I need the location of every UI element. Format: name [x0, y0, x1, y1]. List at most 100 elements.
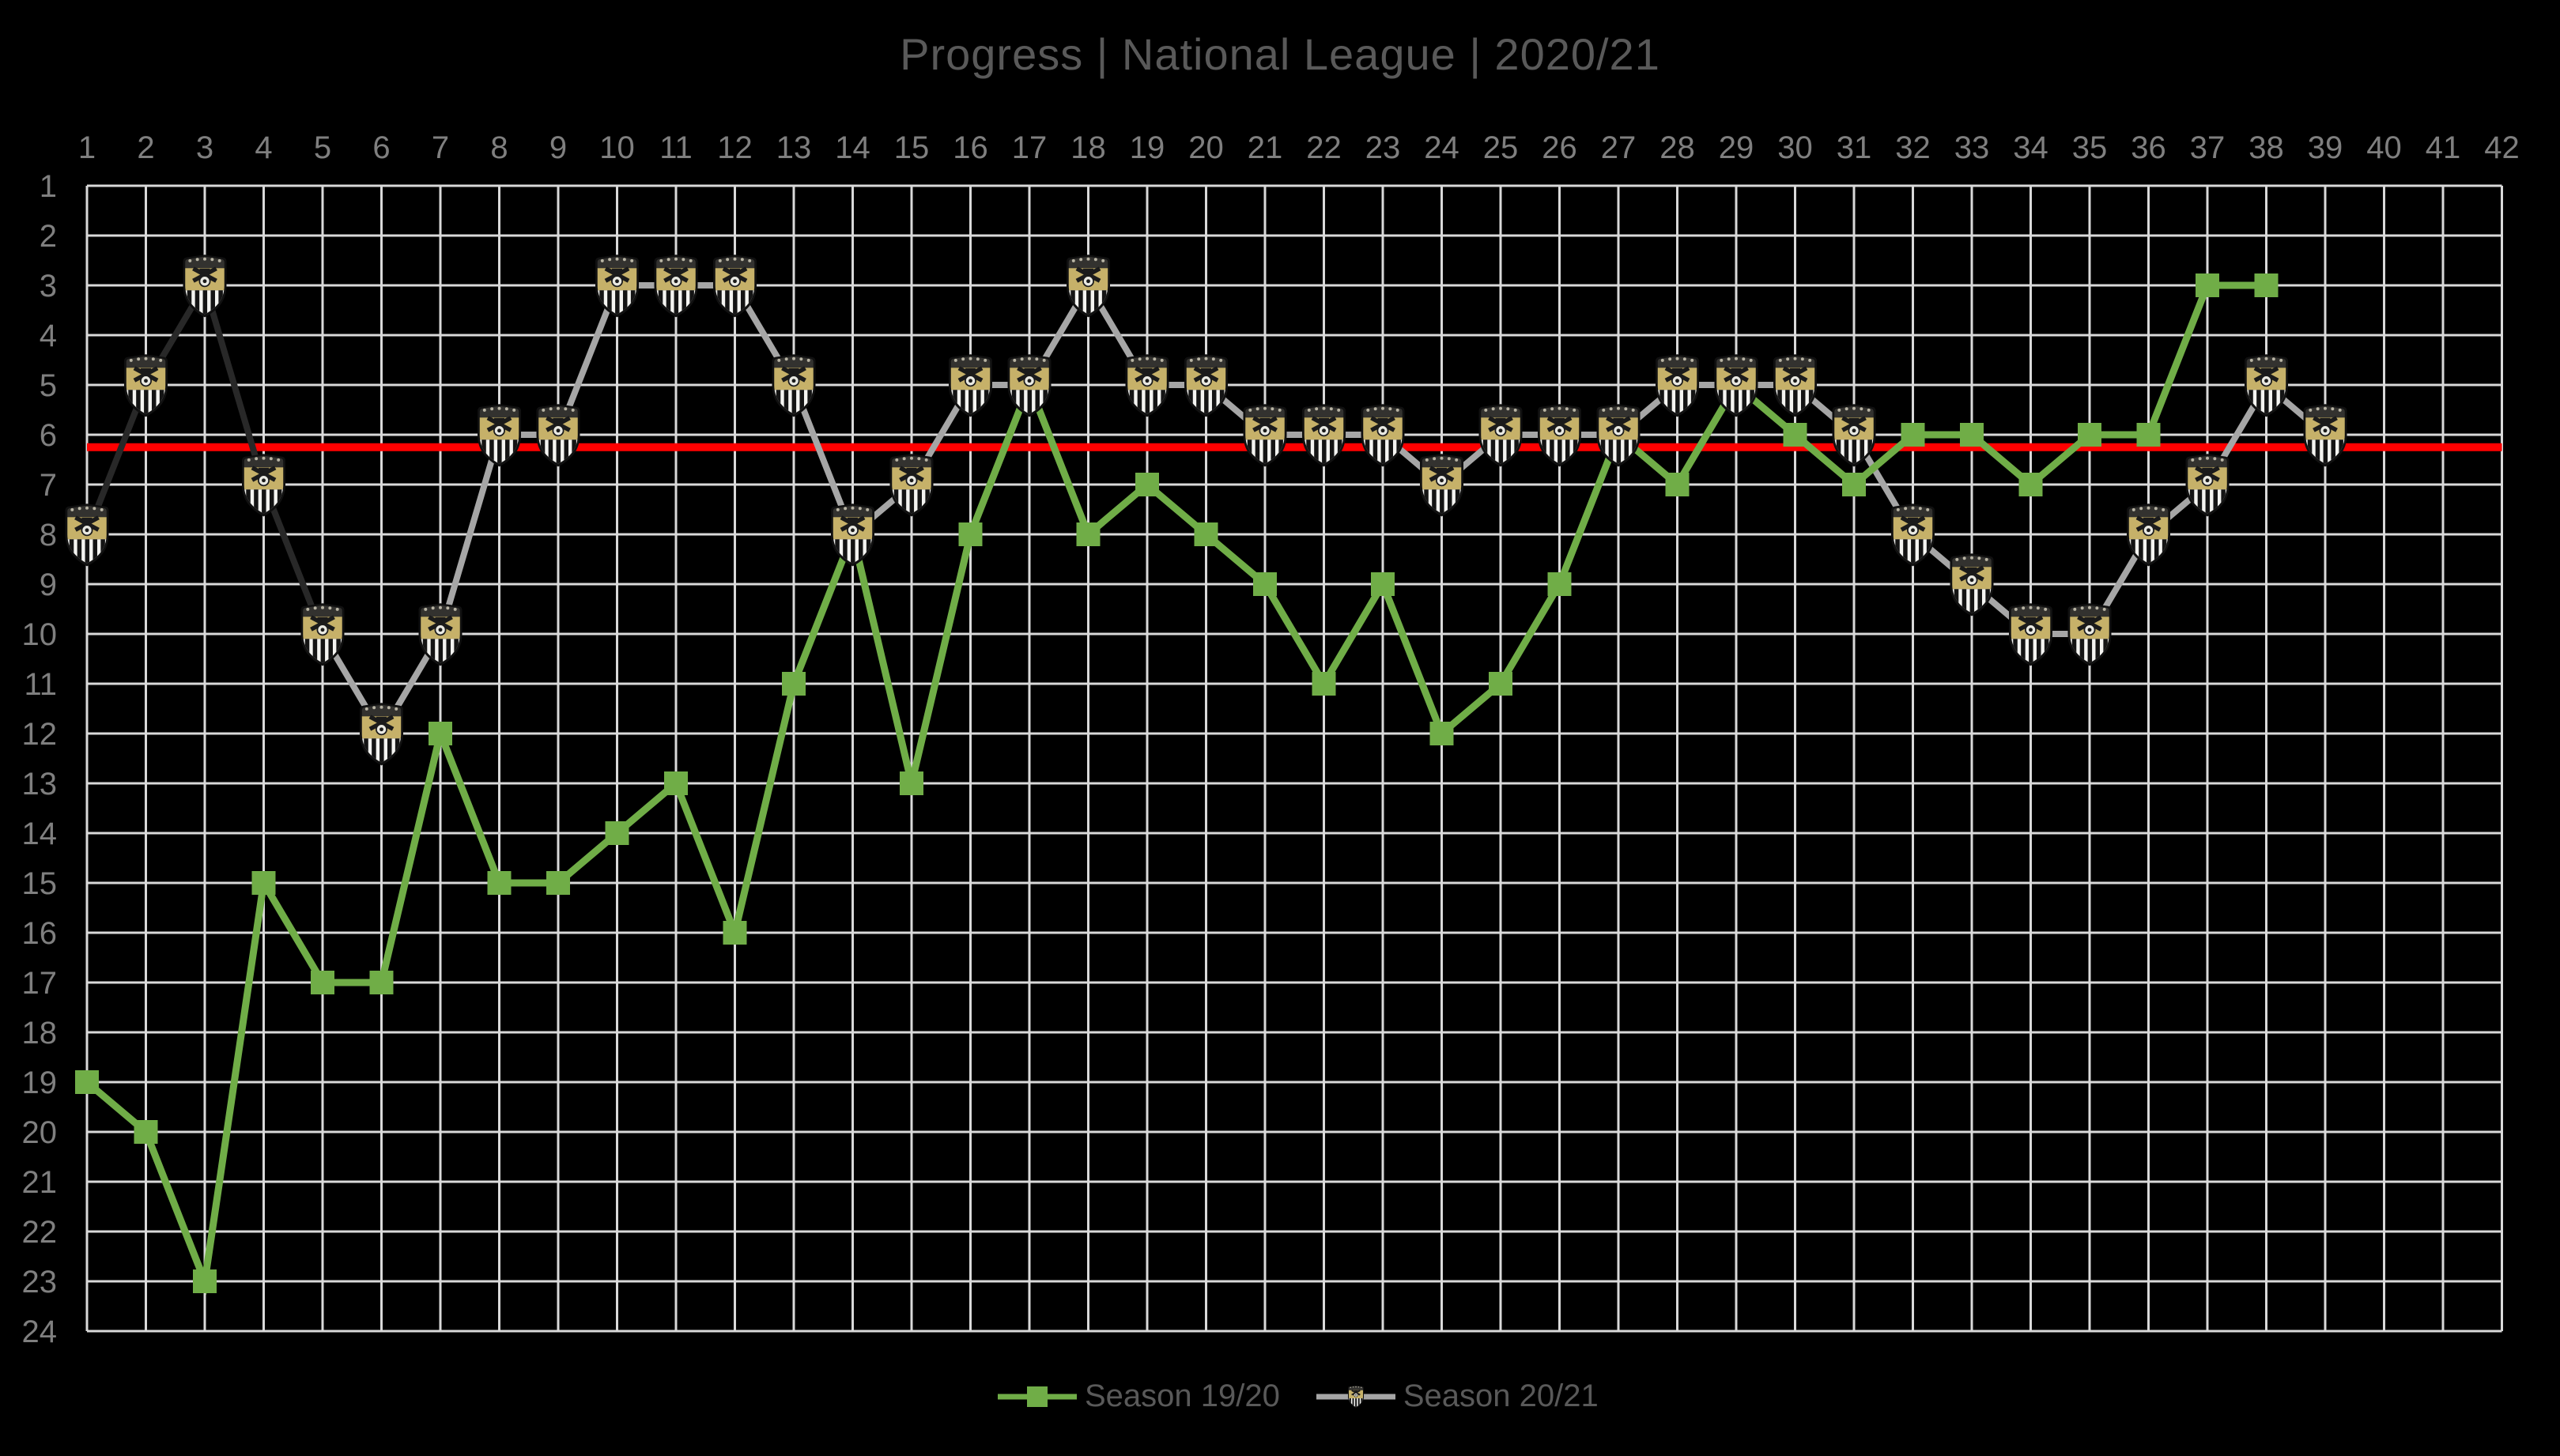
legend-item-season-1920: Season 19/20: [998, 1379, 1280, 1414]
season-1920-square-marker: [1312, 672, 1336, 696]
season-1920-square-marker: [2136, 423, 2161, 447]
season-2021-crest-marker: [242, 454, 285, 518]
season-1920-square-marker: [1960, 423, 1984, 447]
x-axis-tick-label: 37: [2190, 130, 2226, 165]
y-axis-tick-label: 21: [22, 1165, 58, 1200]
season-2021-crest-marker: [1773, 354, 1817, 418]
x-axis-tick-label: 29: [1719, 130, 1754, 165]
legend-label-season-2021: Season 20/21: [1403, 1379, 1599, 1413]
y-axis-tick-label: 8: [40, 518, 57, 553]
season-1920-square-marker: [369, 971, 394, 994]
x-axis-tick-label: 34: [2013, 130, 2048, 165]
x-axis-tick-label: 6: [372, 130, 390, 165]
y-axis-tick-label: 5: [40, 368, 57, 403]
x-axis-tick-label: 18: [1070, 130, 1106, 165]
y-axis-tick-label: 9: [40, 568, 57, 602]
x-axis-tick-label: 9: [549, 130, 567, 165]
season-2021-crest-marker: [1420, 454, 1463, 518]
x-axis-tick-label: 1: [78, 130, 96, 165]
legend-label-season-1920: Season 19/20: [1085, 1379, 1280, 1413]
season-2021-crest-marker: [2068, 603, 2112, 667]
x-axis-tick-label: 22: [1306, 130, 1342, 165]
x-axis-tick-label: 33: [1954, 130, 1990, 165]
season-1920-square-marker: [958, 522, 983, 546]
season-1920-square-marker: [664, 771, 688, 795]
y-axis-tick-label: 24: [22, 1315, 58, 1349]
x-axis-tick-label: 4: [255, 130, 272, 165]
x-axis-tick-label: 25: [1483, 130, 1519, 165]
y-axis-tick-label: 19: [22, 1066, 58, 1100]
season-2021-crest-marker: [360, 703, 403, 767]
season-2021-crest-marker: [1538, 404, 1581, 468]
season-1920-square-marker: [1547, 572, 1572, 596]
season-1920-square-marker: [605, 821, 629, 845]
y-axis-tick-label: 12: [22, 717, 58, 752]
x-axis-tick-label: 41: [2426, 130, 2461, 165]
y-axis-tick-label: 15: [22, 866, 58, 901]
season-1920-square-marker: [546, 871, 570, 895]
x-axis-tick-label: 35: [2072, 130, 2108, 165]
season-1920-line: [75, 273, 2279, 1296]
season-1920-square-marker: [311, 971, 334, 994]
x-axis-tick-label: 11: [659, 130, 693, 165]
y-axis-tick-label: 14: [22, 817, 58, 851]
season-1920-square-marker: [1665, 473, 1690, 496]
season-2021-crest-marker: [890, 454, 934, 518]
x-axis-tick-label: 28: [1659, 130, 1695, 165]
x-axis-tick-label: 36: [2131, 130, 2166, 165]
season-2021-crest-marker: [1126, 354, 1169, 418]
x-axis-tick-label: 32: [1895, 130, 1931, 165]
x-axis-tick-label: 19: [1130, 130, 1165, 165]
season-1920-square-marker: [782, 672, 806, 696]
x-axis-tick-label: 40: [2366, 130, 2402, 165]
season-2021-crest-marker: [1950, 553, 1994, 617]
legend-item-season-2021: Season 20/21: [1316, 1379, 1599, 1414]
season-1920-square-marker: [900, 771, 923, 795]
season-2021-crest-marker: [2186, 454, 2230, 518]
season-2021-crest-marker: [772, 354, 816, 418]
x-axis-tick-label: 2: [137, 130, 154, 165]
season-1920-square-marker: [1253, 572, 1277, 596]
season-1920-square-marker: [1489, 672, 1512, 696]
season-2021-crest-marker: [1184, 354, 1228, 418]
season-1920-square-marker: [2018, 473, 2043, 496]
season-1920-square-marker: [1135, 473, 1159, 496]
season-2021-crest-marker: [66, 504, 109, 568]
y-axis-tick-label: 2: [40, 219, 57, 254]
season-1920-square-marker: [251, 871, 276, 895]
x-axis-tick-label: 21: [1248, 130, 1283, 165]
season-1920-line-marker-icon: [998, 1386, 1077, 1407]
x-axis-tick-label: 7: [432, 130, 449, 165]
x-axis-tick-label: 17: [1012, 130, 1048, 165]
x-axis-tick-label: 3: [196, 130, 213, 165]
x-axis-labels: 1 2 3 4 5 6 7 8 9 10 11 12 13 14 15 16 17 18 19 20 21 22 23 24 2…: [78, 130, 2520, 165]
season-1920-square-marker: [723, 921, 747, 945]
y-axis-tick-label: 6: [40, 418, 57, 453]
season-1920-square-marker: [1429, 722, 1454, 745]
x-axis-tick-label: 20: [1188, 130, 1224, 165]
season-2021-crest-marker: [595, 255, 639, 319]
x-axis-tick-label: 14: [835, 130, 870, 165]
y-axis-tick-label: 7: [40, 468, 57, 503]
x-axis-tick-label: 31: [1837, 130, 1872, 165]
x-axis-tick-label: 24: [1424, 130, 1459, 165]
season-1920-square-marker: [1371, 572, 1395, 596]
x-axis-tick-label: 13: [776, 130, 812, 165]
season-2021-crest-marker: [1656, 354, 1699, 418]
x-axis-tick-label: 39: [2308, 130, 2343, 165]
season-2021-crest-marker: [1479, 404, 1523, 468]
chart-title: Progress | National League | 2020/21: [900, 29, 1660, 79]
season-2021-crest-marker: [1302, 404, 1346, 468]
x-axis-tick-label: 42: [2484, 130, 2520, 165]
season-1920-square-marker: [1783, 423, 1807, 447]
y-axis-tick-label: 18: [22, 1016, 58, 1051]
x-axis-tick-label: 12: [717, 130, 753, 165]
y-axis-tick-label: 16: [22, 916, 58, 951]
y-axis-tick-label: 11: [24, 667, 57, 702]
season-1920-square-marker: [1076, 522, 1101, 546]
x-axis-tick-label: 27: [1601, 130, 1637, 165]
season-1920-square-marker: [2196, 273, 2219, 297]
x-axis-tick-label: 8: [490, 130, 508, 165]
